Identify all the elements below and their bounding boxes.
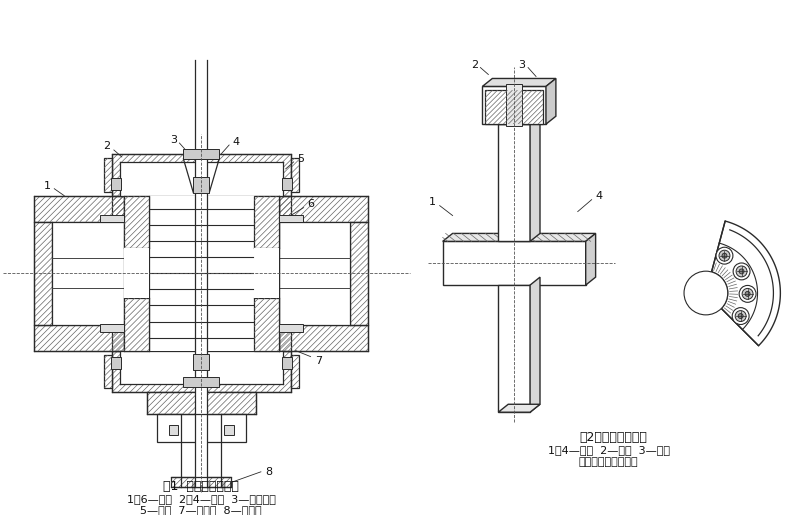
Polygon shape bbox=[104, 355, 112, 388]
Text: 8: 8 bbox=[265, 467, 272, 477]
Text: 1: 1 bbox=[44, 181, 51, 191]
Bar bbox=[120, 351, 283, 384]
Circle shape bbox=[684, 271, 728, 315]
Polygon shape bbox=[112, 196, 124, 351]
Text: 5—螺栓  7—密封圈  8—注油嘴: 5—螺栓 7—密封圈 8—注油嘴 bbox=[141, 505, 262, 514]
Polygon shape bbox=[586, 233, 596, 285]
Bar bbox=[254, 248, 279, 298]
Polygon shape bbox=[254, 196, 279, 248]
Circle shape bbox=[716, 247, 733, 264]
Polygon shape bbox=[279, 196, 368, 221]
Bar bbox=[184, 377, 219, 387]
Bar bbox=[483, 87, 546, 124]
Text: 图1  蛇形弹簧联轴器: 图1 蛇形弹簧联轴器 bbox=[163, 480, 239, 493]
Polygon shape bbox=[483, 78, 556, 87]
Polygon shape bbox=[279, 196, 290, 351]
Circle shape bbox=[739, 285, 756, 302]
Circle shape bbox=[739, 269, 744, 274]
Bar bbox=[111, 178, 121, 190]
Circle shape bbox=[738, 314, 743, 319]
Polygon shape bbox=[711, 221, 780, 346]
Circle shape bbox=[719, 250, 730, 261]
Circle shape bbox=[742, 288, 753, 299]
Bar bbox=[443, 242, 586, 285]
Polygon shape bbox=[124, 298, 148, 351]
Bar bbox=[414, 124, 604, 432]
Polygon shape bbox=[112, 351, 290, 392]
Bar bbox=[169, 425, 178, 435]
Bar bbox=[53, 221, 124, 325]
Circle shape bbox=[736, 266, 747, 277]
Polygon shape bbox=[35, 196, 124, 221]
Text: 2: 2 bbox=[471, 60, 478, 70]
Text: 图2弹簧棒销联轴器: 图2弹簧棒销联轴器 bbox=[579, 431, 648, 443]
Bar bbox=[193, 354, 210, 369]
Bar bbox=[279, 215, 302, 222]
Polygon shape bbox=[35, 325, 124, 351]
Polygon shape bbox=[35, 221, 53, 325]
Bar bbox=[506, 84, 522, 126]
Bar bbox=[282, 178, 292, 190]
Text: 1、4—轮毂  2—外套  3—弹性: 1、4—轮毂 2—外套 3—弹性 bbox=[548, 445, 670, 455]
Bar bbox=[27, 75, 375, 487]
Text: 棒销（聚氨酯橡胶）: 棒销（聚氨酯橡胶） bbox=[579, 457, 638, 467]
Polygon shape bbox=[171, 477, 231, 487]
Polygon shape bbox=[112, 154, 290, 196]
Bar bbox=[100, 215, 124, 222]
Circle shape bbox=[722, 253, 727, 258]
Polygon shape bbox=[124, 196, 148, 248]
Circle shape bbox=[745, 291, 750, 296]
Bar bbox=[111, 356, 121, 369]
Polygon shape bbox=[104, 158, 112, 192]
Circle shape bbox=[736, 311, 746, 321]
Text: 4: 4 bbox=[595, 191, 602, 201]
Polygon shape bbox=[254, 298, 279, 351]
Bar bbox=[156, 414, 246, 442]
Bar bbox=[498, 285, 530, 412]
Bar bbox=[193, 177, 210, 193]
Bar bbox=[124, 196, 279, 351]
Text: 1: 1 bbox=[429, 197, 436, 207]
Polygon shape bbox=[279, 325, 368, 351]
Polygon shape bbox=[498, 404, 540, 412]
Bar bbox=[100, 324, 124, 332]
Bar bbox=[279, 221, 350, 325]
Bar bbox=[195, 60, 207, 487]
Bar bbox=[498, 124, 530, 242]
Polygon shape bbox=[498, 116, 540, 124]
Bar bbox=[225, 425, 234, 435]
Polygon shape bbox=[350, 221, 368, 325]
Polygon shape bbox=[443, 233, 596, 242]
Text: 7: 7 bbox=[315, 355, 322, 366]
Bar bbox=[120, 162, 283, 196]
Text: 3: 3 bbox=[170, 135, 177, 145]
Text: 5: 5 bbox=[297, 154, 304, 164]
Bar bbox=[181, 392, 221, 487]
Text: 2: 2 bbox=[104, 141, 111, 151]
Polygon shape bbox=[147, 392, 256, 414]
Polygon shape bbox=[290, 355, 298, 388]
Text: 3: 3 bbox=[519, 60, 526, 70]
Text: 4: 4 bbox=[232, 137, 239, 147]
Text: 1、6—轮毂  2、4—外毂  3—蛇形弹簧: 1、6—轮毂 2、4—外毂 3—蛇形弹簧 bbox=[127, 493, 276, 504]
Circle shape bbox=[733, 263, 750, 280]
Text: 6: 6 bbox=[307, 199, 314, 209]
Bar bbox=[282, 356, 292, 369]
Circle shape bbox=[732, 307, 749, 324]
Polygon shape bbox=[546, 78, 556, 124]
Bar bbox=[279, 324, 302, 332]
Polygon shape bbox=[530, 116, 540, 242]
Polygon shape bbox=[530, 277, 540, 412]
Bar bbox=[124, 248, 148, 298]
Bar bbox=[184, 149, 219, 159]
Polygon shape bbox=[290, 158, 298, 192]
Polygon shape bbox=[485, 91, 543, 124]
